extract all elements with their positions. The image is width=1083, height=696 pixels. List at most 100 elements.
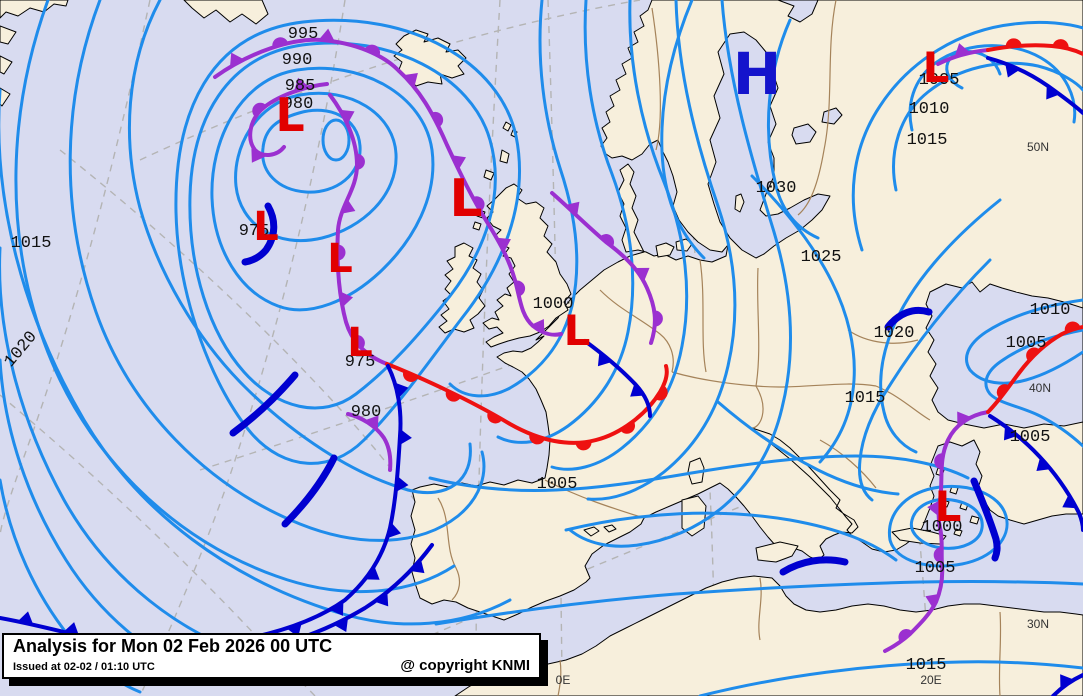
occluded-front — [346, 412, 393, 472]
isobar-label: 1015 — [907, 131, 948, 150]
gotland — [734, 193, 745, 213]
danish-islands — [675, 238, 693, 252]
graticule-label: 30N — [1027, 617, 1049, 631]
isobar-label: 1025 — [801, 248, 842, 267]
aegean-island — [953, 528, 963, 537]
graticule-label: 20E — [920, 673, 941, 687]
occluded-front-symbols — [565, 201, 663, 327]
occluded-front — [936, 48, 990, 66]
isobar-label: 1015 — [845, 389, 886, 408]
isobar-label: 1015 — [11, 234, 52, 253]
low-pressure-symbol: L — [923, 43, 950, 92]
isobar-label: 1015 — [906, 656, 947, 675]
isobar-label: 1020 — [874, 324, 915, 343]
high-pressure-symbol: H — [733, 40, 782, 108]
low-pressure-symbol: L — [449, 169, 482, 229]
coast-fragment — [0, 25, 17, 45]
occluded-front-symbols — [251, 77, 310, 163]
isobar-label: 1000 — [922, 518, 963, 537]
occluded-front-symbols — [229, 28, 545, 334]
isobar-label: 975 — [345, 353, 376, 372]
low-pressure-symbol: L — [935, 482, 962, 531]
orkney — [483, 169, 495, 181]
warm-front-symbols — [996, 321, 1081, 399]
occluded-front-symbols — [364, 415, 379, 430]
country-borders — [437, 0, 1002, 696]
low-pressure-symbol: L — [564, 306, 591, 355]
cold-front — [286, 543, 434, 644]
trough-line — [884, 306, 933, 331]
isobar-label: 1005 — [1010, 428, 1051, 447]
isobar-label: 975 — [239, 222, 270, 241]
graticule-label: 0E — [556, 673, 571, 687]
isobar-label: 985 — [285, 77, 316, 96]
lake-onega — [821, 107, 843, 125]
low-pressure-symbol: L — [275, 88, 304, 142]
cold-front-symbols — [597, 351, 645, 397]
issued-timestamp: Issued at 02-02 / 01:10 UTC — [13, 661, 155, 673]
cold-front-symbols — [1003, 425, 1077, 509]
isobar-label: 1030 — [756, 179, 797, 198]
analysis-info-box: Analysis for Mon 02 Feb 2026 00 UTC Issu… — [2, 633, 541, 679]
iceland — [393, 29, 467, 87]
aegean-island — [969, 515, 980, 525]
isobar-label: 1005 — [919, 71, 960, 90]
occluded-front — [248, 82, 329, 157]
cold-front — [1051, 673, 1083, 696]
occluded-front-symbols — [954, 43, 971, 57]
isobar-label: 1005 — [915, 559, 956, 578]
balearic-islands — [583, 526, 600, 537]
trough-line — [779, 556, 849, 576]
coast-fragment — [0, 87, 11, 107]
map-labels: 9959909859809759759801000100510151020103… — [1, 25, 1070, 687]
aegean-island — [941, 499, 950, 508]
trough-line — [281, 454, 338, 528]
low-pressure-symbol: L — [327, 236, 353, 282]
cold-front-symbols — [1005, 63, 1060, 100]
danish-islands — [655, 242, 675, 258]
occluded-front-symbols — [337, 109, 365, 350]
cold-front-symbols — [17, 611, 80, 636]
sicily — [755, 541, 799, 563]
isobar-label: 995 — [288, 25, 319, 44]
analysis-title: Analysis for Mon 02 Feb 2026 00 UTC — [13, 636, 333, 656]
coast-fragment — [0, 55, 13, 75]
low-pressure-symbol: L — [253, 204, 279, 250]
cold-front-symbols — [1060, 674, 1074, 689]
isobar-label: 980 — [351, 403, 382, 422]
isobar-label: 1005 — [1006, 334, 1047, 353]
graticule-label: 40N — [1029, 381, 1051, 395]
greenland-strip — [183, 0, 269, 25]
isobar-label: 990 — [282, 51, 313, 70]
isobar-label: 1000 — [533, 295, 574, 314]
white-sea — [777, 0, 819, 23]
trough-line — [229, 371, 299, 437]
occluded-front-symbols — [898, 411, 971, 643]
isobar-label: 1005 — [537, 475, 578, 494]
balearic-islands — [603, 524, 617, 533]
graticule-label: 50N — [1027, 140, 1049, 154]
warm-front-symbols — [403, 370, 668, 451]
occluded-front — [328, 93, 389, 366]
warm-front-symbols — [1005, 38, 1069, 49]
troughs — [229, 202, 1001, 576]
isobar-label: 1010 — [909, 100, 950, 119]
faroe-islands — [502, 121, 512, 132]
trough-line — [970, 477, 1001, 562]
warm-front — [986, 325, 1083, 414]
occluded-front — [883, 410, 990, 653]
copyright-notice: @ copyright KNMI — [400, 657, 530, 674]
black-sea — [925, 281, 1083, 429]
north-africa — [454, 575, 1083, 696]
occluded-front — [550, 191, 657, 345]
ireland — [438, 242, 486, 334]
lake-ladoga — [791, 123, 817, 145]
hebrides — [472, 221, 482, 231]
isobar-label: 1010 — [1030, 301, 1071, 320]
warm-front — [986, 43, 1083, 56]
low-pressure-symbol: L — [347, 320, 373, 366]
isobar-label: 980 — [283, 95, 314, 114]
shetland — [499, 149, 510, 164]
